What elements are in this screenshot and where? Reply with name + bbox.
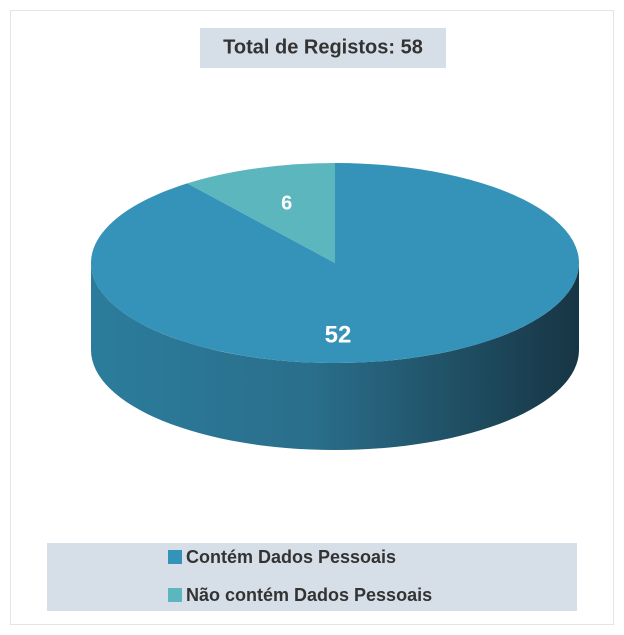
pie: 52 6 [90, 163, 579, 450]
legend-swatch [168, 550, 182, 564]
legend-label: Não contém Dados Pessoais [186, 585, 432, 605]
title-box [200, 28, 446, 68]
pie-side [91, 263, 579, 450]
chart-title: Total de Registos: 58 [223, 36, 423, 58]
pie-slice [187, 163, 335, 263]
legend: Contém Dados Pessoais Não contém Dados Pe… [168, 547, 432, 605]
data-label: 52 [325, 321, 352, 348]
data-label: 6 [281, 193, 292, 215]
pie-slice [90, 163, 579, 363]
legend-swatch [168, 588, 182, 602]
legend-box [47, 543, 577, 611]
legend-label: Contém Dados Pessoais [186, 547, 396, 567]
